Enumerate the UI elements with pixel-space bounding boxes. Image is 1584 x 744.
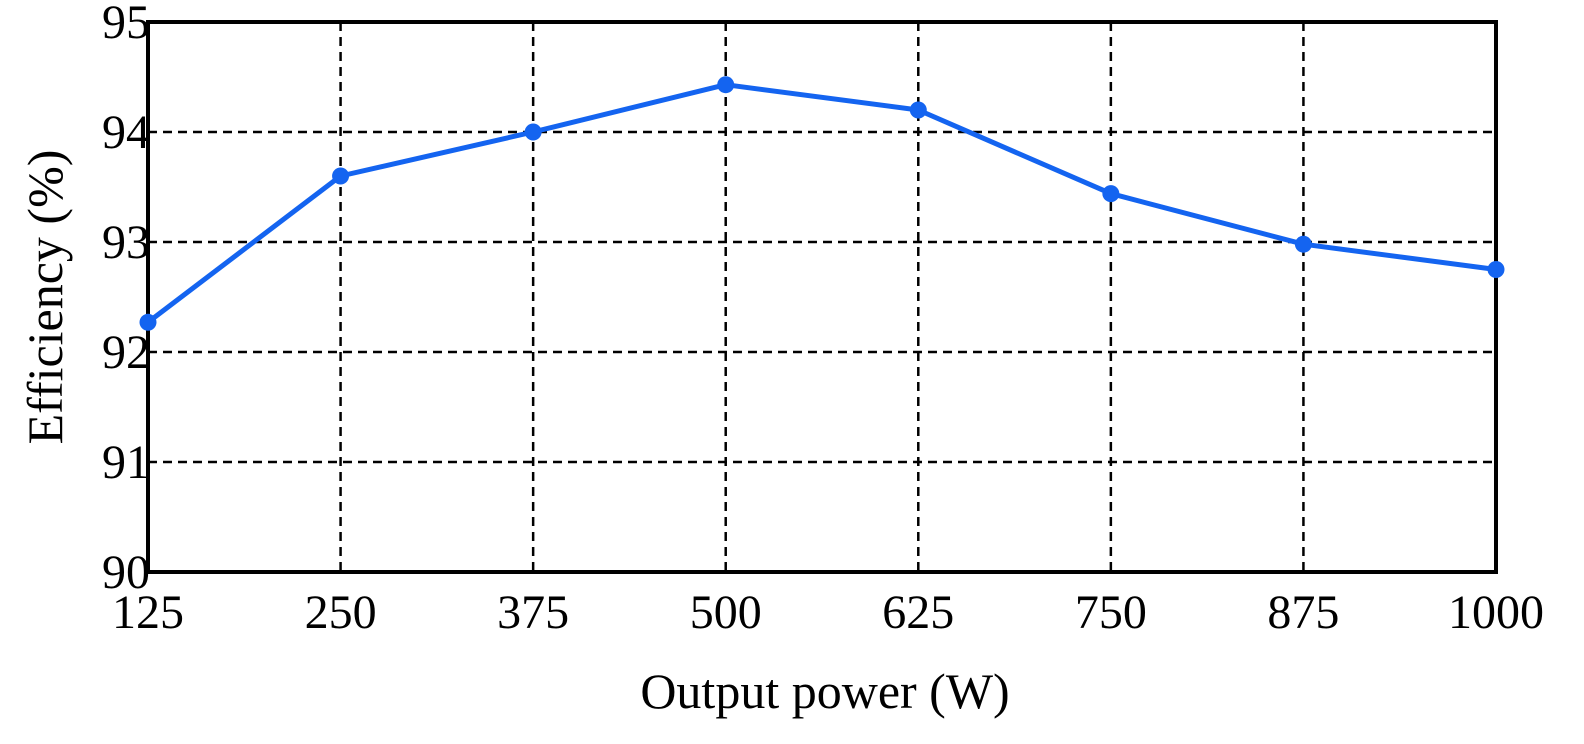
x-tick-750: 750 xyxy=(1075,586,1147,639)
x-tick-375: 375 xyxy=(497,586,569,639)
x-tick-250: 250 xyxy=(305,586,377,639)
data-point-125 xyxy=(139,313,157,331)
data-point-375 xyxy=(524,123,542,141)
x-tick-125: 125 xyxy=(112,586,184,639)
x-tick-875: 875 xyxy=(1267,586,1339,639)
x-tick-625: 625 xyxy=(882,586,954,639)
series-line-0 xyxy=(146,82,1497,325)
y-tick-94: 94 xyxy=(102,106,150,159)
y-tick-93: 93 xyxy=(102,216,150,269)
y-tick-95: 95 xyxy=(102,0,150,49)
data-point-250 xyxy=(332,167,350,185)
series-layer xyxy=(139,76,1505,331)
x-tick-1000: 1000 xyxy=(1448,586,1544,639)
plot-frame xyxy=(146,20,1498,574)
x-axis-title: Output power (W) xyxy=(640,663,1009,719)
data-point-1000 xyxy=(1487,261,1505,278)
data-point-625 xyxy=(909,101,927,119)
y-tick-91: 91 xyxy=(102,436,150,489)
x-tick-500: 500 xyxy=(690,586,762,639)
data-point-875 xyxy=(1294,235,1312,253)
y-axis-title: Efficiency (%) xyxy=(17,150,73,445)
x-tick-labels: 125 250 375 500 625 750 875 1000 xyxy=(112,586,1544,639)
grid-lines xyxy=(148,22,1496,572)
y-tick-90: 90 xyxy=(102,546,150,599)
data-point-750 xyxy=(1102,185,1120,203)
y-tick-labels: 90 91 92 93 94 95 xyxy=(102,0,150,599)
y-tick-92: 92 xyxy=(102,326,150,379)
data-point-500 xyxy=(717,76,735,94)
